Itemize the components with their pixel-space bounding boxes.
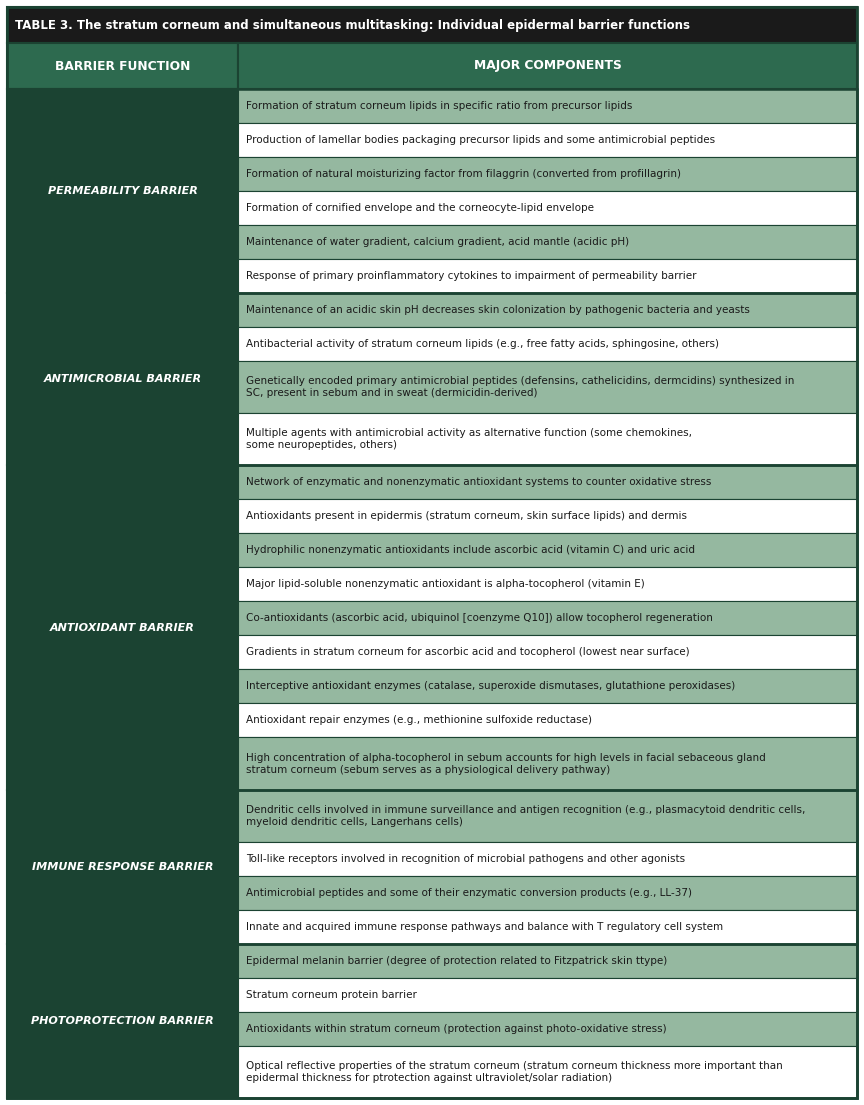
- Bar: [238, 225, 857, 259]
- Bar: [238, 601, 857, 635]
- Text: ANTIMICROBIAL BARRIER: ANTIMICROBIAL BARRIER: [43, 375, 201, 385]
- Text: Maintenance of water gradient, calcium gradient, acid mantle (acidic pH): Maintenance of water gradient, calcium g…: [246, 238, 629, 248]
- Bar: [7, 944, 857, 1098]
- Text: Antioxidants within stratum corneum (protection against photo-oxidative stress): Antioxidants within stratum corneum (pro…: [246, 1024, 667, 1034]
- Text: Hydrophilic nonenzymatic antioxidants include ascorbic acid (vitamin C) and uric: Hydrophilic nonenzymatic antioxidants in…: [246, 546, 696, 556]
- Text: TABLE 3. The stratum corneum and simultaneous multitasking: Individual epidermal: TABLE 3. The stratum corneum and simulta…: [15, 19, 690, 32]
- Bar: [238, 944, 857, 978]
- Text: High concentration of alpha-tocopherol in sebum accounts for high levels in faci: High concentration of alpha-tocopherol i…: [246, 753, 766, 775]
- Text: BARRIER FUNCTION: BARRIER FUNCTION: [55, 60, 190, 73]
- Text: Antibacterial activity of stratum corneum lipids (e.g., free fatty acids, sphing: Antibacterial activity of stratum corneu…: [246, 339, 719, 349]
- Bar: [7, 293, 857, 465]
- Text: Production of lamellar bodies packaging precursor lipids and some antimicrobial : Production of lamellar bodies packaging …: [246, 135, 715, 145]
- Bar: [7, 43, 238, 90]
- Text: Co-antioxidants (ascorbic acid, ubiquinol [coenzyme Q10]) allow tocopherol regen: Co-antioxidants (ascorbic acid, ubiquino…: [246, 613, 713, 623]
- Text: Antioxidants present in epidermis (stratum corneum, skin surface lipids) and der: Antioxidants present in epidermis (strat…: [246, 512, 687, 522]
- Bar: [238, 259, 857, 293]
- Text: Dendritic cells involved in immune surveillance and antigen recognition (e.g., p: Dendritic cells involved in immune surve…: [246, 804, 805, 827]
- Bar: [238, 327, 857, 361]
- Bar: [7, 790, 857, 944]
- Text: Interceptive antioxidant enzymes (catalase, superoxide dismutases, glutathione p: Interceptive antioxidant enzymes (catala…: [246, 682, 735, 692]
- Bar: [238, 635, 857, 670]
- Bar: [7, 465, 238, 790]
- Bar: [7, 944, 238, 1098]
- Bar: [238, 413, 857, 465]
- Bar: [238, 293, 857, 327]
- Text: Major lipid-soluble nonenzymatic antioxidant is alpha-tocopherol (vitamin E): Major lipid-soluble nonenzymatic antioxi…: [246, 579, 645, 589]
- Bar: [7, 90, 238, 293]
- Text: MAJOR COMPONENTS: MAJOR COMPONENTS: [473, 60, 621, 73]
- Text: Maintenance of an acidic skin pH decreases skin colonization by pathogenic bacte: Maintenance of an acidic skin pH decreas…: [246, 305, 750, 315]
- Text: Optical reflective properties of the stratum corneum (stratum corneum thickness : Optical reflective properties of the str…: [246, 1061, 783, 1083]
- Bar: [238, 157, 857, 191]
- Bar: [238, 1045, 857, 1098]
- Text: ANTIOXIDANT BARRIER: ANTIOXIDANT BARRIER: [50, 622, 195, 632]
- Bar: [238, 465, 857, 499]
- Text: IMMUNE RESPONSE BARRIER: IMMUNE RESPONSE BARRIER: [32, 862, 213, 872]
- Text: Formation of cornified envelope and the corneocyte-lipid envelope: Formation of cornified envelope and the …: [246, 203, 594, 213]
- Text: Formation of stratum corneum lipids in specific ratio from precursor lipids: Formation of stratum corneum lipids in s…: [246, 101, 632, 110]
- Text: PERMEABILITY BARRIER: PERMEABILITY BARRIER: [48, 186, 198, 196]
- Text: Genetically encoded primary antimicrobial peptides (defensins, cathelicidins, de: Genetically encoded primary antimicrobia…: [246, 376, 795, 398]
- Bar: [7, 90, 857, 293]
- Bar: [238, 90, 857, 123]
- Text: Gradients in stratum corneum for ascorbic acid and tocopherol (lowest near surfa: Gradients in stratum corneum for ascorbi…: [246, 648, 689, 657]
- Text: Antioxidant repair enzymes (e.g., methionine sulfoxide reductase): Antioxidant repair enzymes (e.g., methio…: [246, 715, 592, 726]
- Text: Multiple agents with antimicrobial activity as alternative function (some chemok: Multiple agents with antimicrobial activ…: [246, 429, 692, 451]
- Text: Response of primary proinflammatory cytokines to impairment of permeability barr: Response of primary proinflammatory cyto…: [246, 271, 696, 281]
- Bar: [238, 1012, 857, 1045]
- Bar: [7, 465, 857, 790]
- Text: Formation of natural moisturizing factor from filaggrin (converted from profilla: Formation of natural moisturizing factor…: [246, 169, 681, 179]
- Bar: [238, 361, 857, 413]
- Bar: [238, 43, 857, 90]
- Text: Antimicrobial peptides and some of their enzymatic conversion products (e.g., LL: Antimicrobial peptides and some of their…: [246, 887, 692, 897]
- Bar: [238, 842, 857, 876]
- Bar: [238, 790, 857, 842]
- Bar: [238, 499, 857, 534]
- Bar: [7, 7, 857, 43]
- Bar: [238, 909, 857, 944]
- Text: Toll-like receptors involved in recognition of microbial pathogens and other ago: Toll-like receptors involved in recognit…: [246, 854, 685, 864]
- Bar: [7, 293, 238, 465]
- Text: Network of enzymatic and nonenzymatic antioxidant systems to counter oxidative s: Network of enzymatic and nonenzymatic an…: [246, 477, 712, 487]
- Text: Stratum corneum protein barrier: Stratum corneum protein barrier: [246, 990, 417, 1000]
- Bar: [238, 670, 857, 704]
- Bar: [238, 191, 857, 225]
- Text: PHOTOPROTECTION BARRIER: PHOTOPROTECTION BARRIER: [31, 1015, 214, 1025]
- Bar: [238, 876, 857, 909]
- Text: Innate and acquired immune response pathways and balance with T regulatory cell : Innate and acquired immune response path…: [246, 922, 723, 932]
- Bar: [238, 568, 857, 601]
- Bar: [7, 790, 238, 944]
- Bar: [238, 737, 857, 790]
- Bar: [238, 123, 857, 157]
- Text: Epidermal melanin barrier (degree of protection related to Fitzpatrick skin ttyp: Epidermal melanin barrier (degree of pro…: [246, 956, 668, 966]
- Bar: [238, 978, 857, 1012]
- Bar: [238, 534, 857, 568]
- Bar: [238, 704, 857, 737]
